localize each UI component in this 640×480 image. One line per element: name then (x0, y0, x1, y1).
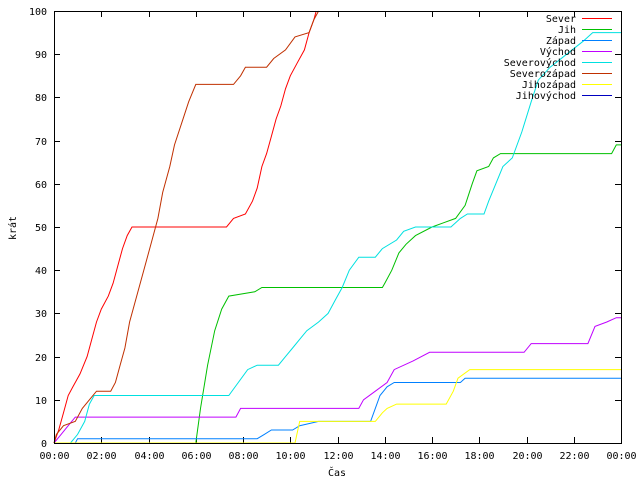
series-line-0 (53, 10, 317, 444)
legend-label: Jihovýchod (516, 90, 576, 102)
series-line-1 (54, 144, 621, 444)
series-line-4 (54, 32, 621, 444)
y-tick-label: 10 (35, 396, 47, 407)
x-tick-label: 00:00 (39, 451, 69, 462)
series-line-2 (54, 377, 621, 444)
legend-label: Západ (546, 35, 576, 47)
legend-label: Východ (540, 46, 576, 58)
series-line-3 (53, 317, 621, 444)
series-line-5 (53, 10, 320, 444)
series-layer (53, 10, 621, 444)
y-tick-label: 90 (35, 50, 47, 61)
legend-label: Jihozápad (522, 79, 576, 91)
x-tick-label: 16:00 (417, 451, 447, 462)
x-tick-label: 06:00 (181, 451, 211, 462)
legend-label: Sever (546, 14, 576, 25)
plot-frame (54, 11, 622, 444)
legend: SeverJihZápadVýchodSeverovýchodSeverozáp… (504, 14, 612, 102)
y-tick-label: 70 (35, 137, 47, 148)
legend-label: Severozápad (510, 68, 576, 80)
x-tick-label: 02:00 (86, 451, 116, 462)
x-tick-label: 08:00 (228, 451, 258, 462)
x-tick-label: 00:00 (606, 451, 636, 462)
legend-label: Jih (558, 25, 576, 36)
axis-layer: 0 10 20 30 40 50 60 70 80 90 100 00:00 02:00 04:00 06:… (29, 7, 637, 462)
x-tick-label: 18:00 (464, 451, 494, 462)
y-tick-label: 20 (35, 353, 47, 364)
y-axis-label: krát (7, 216, 19, 240)
x-tick-label: 10:00 (275, 451, 305, 462)
series-line-6 (54, 369, 621, 444)
legend-label: Severovýchod (504, 57, 576, 69)
x-tick-label: 12:00 (323, 451, 353, 462)
x-tick-label: 20:00 (512, 451, 542, 462)
y-tick-label: 60 (35, 180, 47, 191)
x-tick-label: 04:00 (134, 451, 164, 462)
y-tick-label: 40 (35, 266, 47, 277)
y-tick-label: 30 (35, 309, 47, 320)
y-tick-label: 80 (35, 93, 47, 104)
y-tick-label: 0 (41, 439, 47, 450)
x-tick-label: 22:00 (559, 451, 589, 462)
x-tick-label: 14:00 (370, 451, 400, 462)
y-tick-label: 50 (35, 223, 47, 234)
x-axis-label: Čas (328, 466, 346, 479)
y-tick-label: 100 (29, 7, 47, 18)
